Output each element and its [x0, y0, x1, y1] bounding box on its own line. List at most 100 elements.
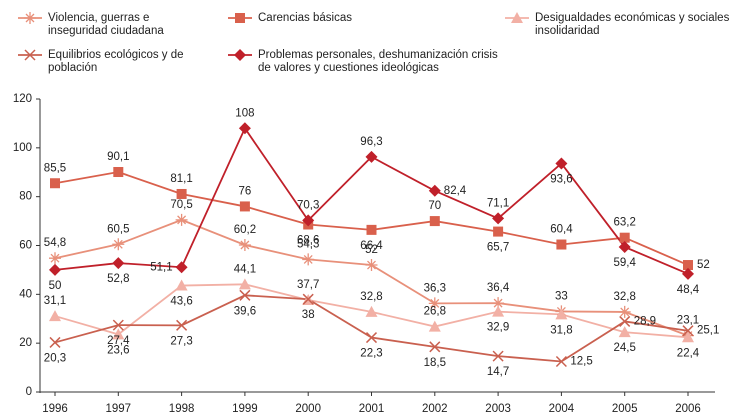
data-label: 23,1 — [677, 315, 699, 327]
data-label: 31,1 — [44, 295, 66, 307]
data-point — [175, 279, 188, 291]
data-point — [239, 289, 251, 301]
data-label: 14,7 — [487, 366, 509, 378]
data-label: 12,5 — [570, 356, 592, 368]
data-label: 32,9 — [487, 322, 509, 334]
data-label: 43,6 — [170, 296, 192, 308]
data-point — [492, 305, 505, 317]
data-point — [429, 341, 441, 353]
legend-label: Carencias básicas — [258, 12, 352, 24]
data-point — [555, 308, 568, 320]
y-tick-label: 60 — [19, 240, 32, 252]
data-label: 20,3 — [44, 352, 66, 364]
x-tick-label: 2003 — [485, 403, 511, 415]
legend-marker — [24, 49, 36, 61]
data-point — [175, 213, 188, 226]
data-point — [49, 252, 61, 265]
data-point — [112, 319, 124, 331]
data-point — [238, 122, 251, 135]
data-label: 90,1 — [107, 151, 129, 163]
x-tick-label: 2006 — [675, 403, 701, 415]
data-label: 54,8 — [44, 237, 66, 249]
data-point — [112, 238, 125, 251]
data-point — [113, 167, 124, 178]
data-label: 96,3 — [360, 136, 382, 148]
x-tick-label: 1999 — [232, 403, 258, 415]
data-point — [618, 326, 631, 338]
x-tick-label: 2005 — [612, 403, 638, 415]
data-label: 82,4 — [444, 185, 467, 197]
data-label: 25,1 — [697, 325, 719, 337]
data-label: 37,7 — [297, 279, 319, 291]
legend-marker — [235, 13, 245, 23]
data-label: 70 — [428, 200, 441, 212]
data-label: 108 — [235, 107, 254, 119]
data-point — [49, 336, 61, 348]
data-point — [618, 240, 631, 253]
data-point — [49, 263, 61, 276]
data-point — [175, 261, 188, 274]
legend-label: Desigualdades económicas y sociales e in… — [535, 12, 729, 37]
data-label: 60,5 — [107, 223, 129, 235]
y-tick-label: 120 — [13, 93, 32, 105]
y-tick-label: 100 — [13, 142, 32, 154]
legend-marker — [24, 12, 36, 24]
y-tick-label: 0 — [26, 386, 32, 398]
legend-label: Equilibrios ecológicos y de población — [48, 49, 184, 74]
data-label: 32,8 — [614, 291, 636, 303]
data-point — [429, 216, 440, 227]
data-point — [365, 150, 378, 163]
data-point — [176, 319, 188, 331]
x-tick-label: 2001 — [359, 403, 385, 415]
legend-label: Violencia, guerras e inseguridad ciudada… — [48, 12, 164, 37]
data-point — [682, 331, 694, 343]
data-label: 27,3 — [170, 335, 192, 347]
data-label: 65,7 — [487, 242, 509, 254]
data-point — [492, 297, 505, 310]
data-label: 50 — [49, 280, 62, 292]
data-label: 52 — [365, 244, 378, 256]
x-tick-label: 2000 — [295, 403, 321, 415]
data-point — [682, 267, 694, 280]
data-label: 28,9 — [634, 315, 656, 327]
y-tick-label: 20 — [19, 337, 32, 349]
data-point — [239, 201, 250, 212]
data-point — [365, 259, 378, 272]
y-tick-label: 40 — [19, 288, 32, 300]
data-point — [365, 305, 378, 317]
data-point — [492, 212, 505, 225]
data-label: 33 — [555, 290, 568, 302]
data-label: 66,4 — [360, 240, 383, 252]
data-label: 36,3 — [424, 282, 446, 294]
data-point — [555, 355, 567, 368]
data-label: 36,4 — [487, 282, 510, 294]
x-tick-label: 1998 — [169, 403, 195, 415]
data-point — [682, 325, 694, 337]
data-point — [428, 184, 441, 197]
x-tick-label: 2004 — [549, 403, 575, 415]
data-label: 93,6 — [550, 173, 572, 185]
data-point — [112, 257, 125, 270]
data-label: 38 — [302, 309, 315, 321]
data-point — [366, 224, 377, 235]
series-line — [54, 218, 689, 337]
data-label: 27,4 — [107, 335, 130, 347]
data-point — [619, 315, 631, 327]
data-label: 39,6 — [234, 305, 256, 317]
legend-marker — [511, 12, 523, 23]
data-point — [50, 178, 60, 189]
data-point — [619, 232, 630, 243]
data-point — [176, 188, 187, 199]
data-label: 54,3 — [297, 238, 319, 250]
data-label: 70,5 — [170, 199, 192, 211]
data-label: 32,8 — [360, 291, 382, 303]
data-label: 26,8 — [424, 306, 446, 318]
data-label: 18,5 — [424, 357, 446, 369]
data-label: 22,4 — [677, 347, 700, 359]
data-label: 60,2 — [234, 224, 256, 236]
data-point — [112, 328, 125, 340]
data-label: 68,6 — [297, 235, 319, 247]
data-label: 48,4 — [677, 284, 700, 296]
